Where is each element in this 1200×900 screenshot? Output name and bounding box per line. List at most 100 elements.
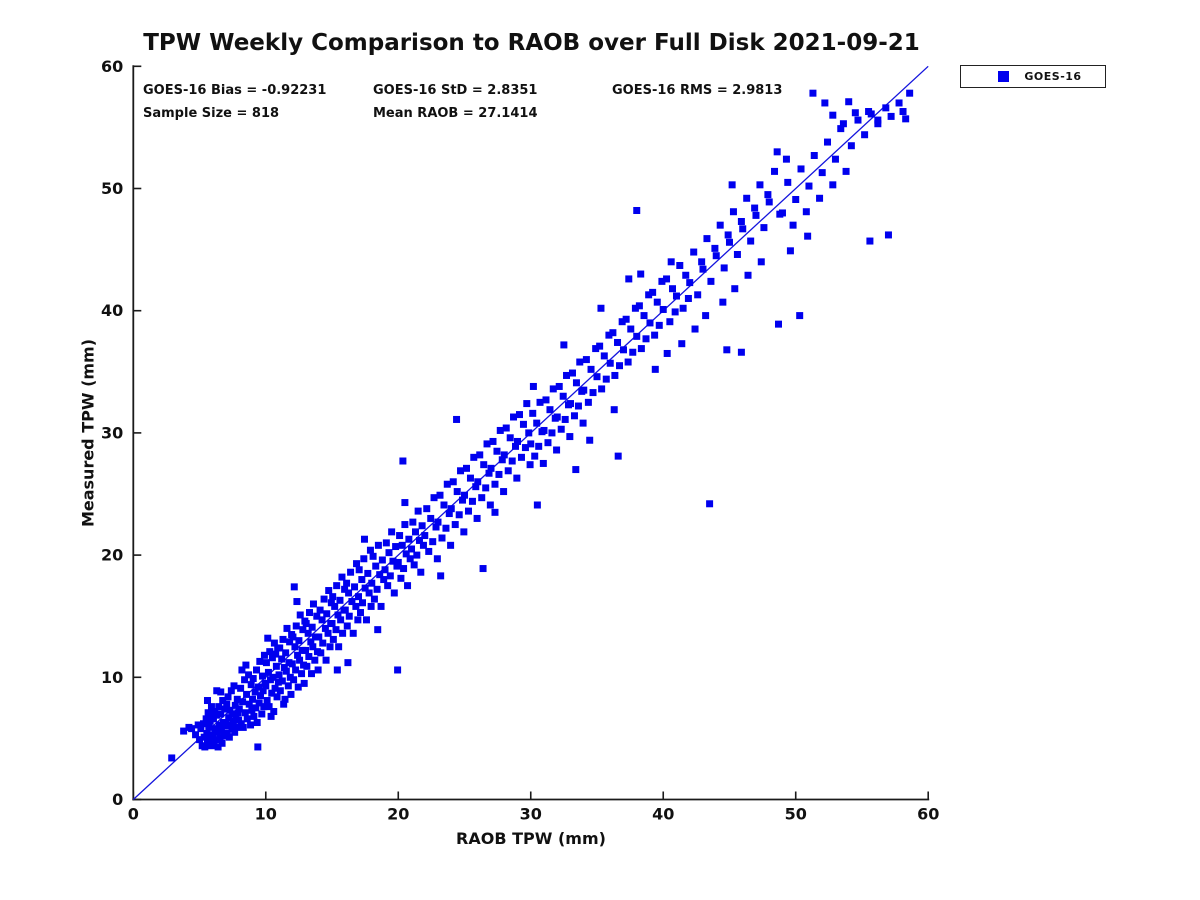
scatter-point xyxy=(238,666,246,674)
scatter-point xyxy=(227,687,235,695)
scatter-point xyxy=(345,589,353,597)
x-tick-label: 20 xyxy=(387,805,409,824)
scatter-point xyxy=(586,436,594,444)
scatter-point xyxy=(633,206,641,214)
scatter-point xyxy=(514,437,522,445)
scatter-point xyxy=(268,654,276,662)
scatter-point xyxy=(231,701,239,709)
scatter-point xyxy=(196,736,204,744)
scatter-point xyxy=(385,549,393,557)
scatter-point xyxy=(593,373,601,381)
scatter-point xyxy=(521,444,529,452)
scatter-point xyxy=(468,497,476,505)
scatter-point xyxy=(260,703,268,711)
scatter-point xyxy=(306,609,314,617)
scatter-point xyxy=(724,231,732,239)
scatter-point xyxy=(847,142,855,150)
scatter-point xyxy=(461,491,469,499)
scatter-point xyxy=(686,279,694,287)
scatter-point xyxy=(389,557,397,565)
scatter-point xyxy=(303,662,311,670)
scatter-point xyxy=(229,717,237,725)
scatter-point xyxy=(406,555,414,563)
scatter-point xyxy=(243,715,251,723)
scatter-point xyxy=(202,715,210,723)
scatter-point xyxy=(625,275,633,283)
scatter-point xyxy=(764,191,772,199)
scatter-point xyxy=(413,551,421,559)
scatter-point xyxy=(587,365,595,373)
scatter-point xyxy=(805,182,813,190)
scatter-point xyxy=(737,348,745,356)
scatter-point xyxy=(504,467,512,475)
scatter-point xyxy=(619,346,627,354)
scatter-point xyxy=(546,406,554,414)
scatter-point xyxy=(267,712,275,720)
scatter-point xyxy=(264,668,272,676)
scatter-point xyxy=(298,670,306,678)
scatter-point xyxy=(640,312,648,320)
scatter-point xyxy=(684,294,692,302)
scatter-point xyxy=(281,695,289,703)
scatter-point xyxy=(338,573,346,581)
scatter-point xyxy=(899,108,907,116)
legend-marker-square xyxy=(998,71,1009,82)
scatter-point xyxy=(747,237,755,245)
scatter-point xyxy=(355,593,363,601)
scatter-point xyxy=(217,688,225,696)
scatter-point xyxy=(250,712,258,720)
scatter-point xyxy=(457,467,465,475)
scatter-point xyxy=(451,521,459,529)
scatter-point xyxy=(572,379,580,387)
scatter-point xyxy=(614,338,622,346)
scatter-point xyxy=(205,737,213,745)
scatter-point xyxy=(470,453,478,461)
scatter-point xyxy=(280,700,288,708)
scatter-point xyxy=(703,235,711,243)
scatter-point xyxy=(392,543,400,551)
scatter-point xyxy=(335,643,343,651)
scatter-point xyxy=(233,723,241,731)
scatter-point xyxy=(729,208,737,216)
scatter-point xyxy=(405,535,413,543)
scatter-point xyxy=(263,697,271,705)
scatter-point xyxy=(837,125,845,133)
scatter-point xyxy=(334,611,342,619)
scatter-point xyxy=(329,593,337,601)
scatter-point xyxy=(706,500,714,508)
scatter-point xyxy=(402,550,410,558)
scatter-point xyxy=(309,643,317,651)
scatter-point xyxy=(533,501,541,509)
y-tick-label: 50 xyxy=(101,179,123,198)
scatter-point xyxy=(239,698,247,706)
scatter-point xyxy=(723,346,731,354)
scatter-point xyxy=(622,315,630,323)
scatter-point xyxy=(209,715,217,723)
scatter-point xyxy=(398,541,406,549)
scatter-point xyxy=(362,616,370,624)
scatter-point xyxy=(367,602,375,610)
scatter-point xyxy=(380,576,388,584)
scatter-point xyxy=(491,508,499,516)
scatter-point xyxy=(292,666,300,674)
scatter-point xyxy=(419,541,427,549)
scatter-point xyxy=(536,398,544,406)
scatter-point xyxy=(580,386,588,394)
scatter-point xyxy=(676,261,684,269)
scatter-point xyxy=(311,656,319,664)
scatter-point xyxy=(809,89,817,97)
scatter-point xyxy=(429,538,437,546)
scatter-point xyxy=(624,358,632,366)
scatter-point xyxy=(572,466,580,474)
scatter-point xyxy=(256,657,264,665)
scatter-point xyxy=(289,633,297,641)
scatter-point xyxy=(396,532,404,540)
scatter-point xyxy=(495,470,503,478)
scatter-point xyxy=(276,644,284,652)
scatter-point xyxy=(254,743,262,751)
scatter-point xyxy=(286,638,294,646)
scatter-point xyxy=(213,687,221,695)
scatter-point xyxy=(397,574,405,582)
scatter-point xyxy=(266,648,274,656)
